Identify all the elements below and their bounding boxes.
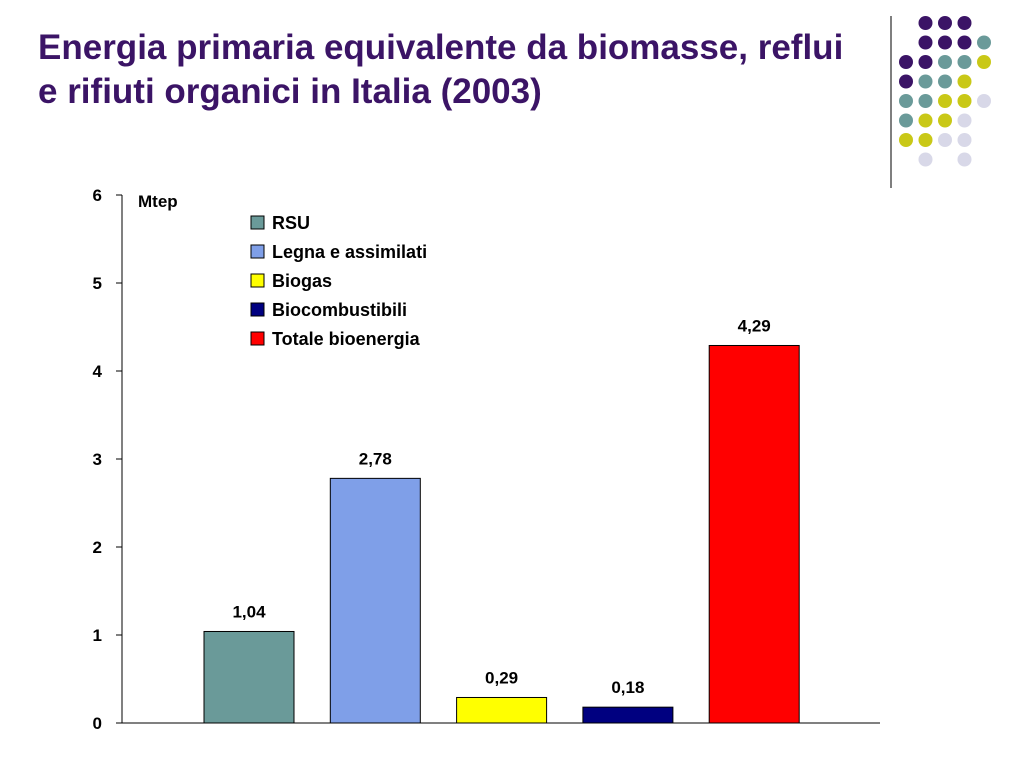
decorative-dot [918,113,933,128]
decorative-dot [938,113,952,128]
unit-label: Mtep [138,192,178,211]
legend: RSU Legna e assimilati Biogas Biocombustibi… [250,213,427,349]
decorative-dot [957,133,972,147]
decorative-dot [938,94,952,108]
bar [456,696,548,724]
decorative-dot [957,55,972,69]
y-tick-label: 0 [93,714,102,733]
data-label: 4,29 [738,316,771,335]
legend-swatch [250,215,265,230]
y-tick-label: 4 [93,362,103,381]
legend-label: RSU [272,213,310,233]
decorative-dot [938,16,952,30]
legend-label: Biogas [272,271,332,291]
legend-label: Totale bioenergia [272,329,421,349]
y-tick-label: 6 [93,186,102,205]
decorative-dot [957,35,972,50]
bar [708,344,800,724]
y-tick-label: 2 [93,538,102,557]
data-label: 1,04 [232,602,266,621]
decorative-dot [938,133,952,147]
decorative-dot [918,152,933,167]
decorative-dot [918,35,933,50]
decorative-dot [957,74,972,89]
data-label: 0,29 [485,668,518,687]
decorative-dot [957,94,972,108]
decorative-dot [899,113,913,128]
decorative-dot [957,113,972,128]
decorative-dot [957,16,972,30]
decorative-dot [977,55,991,69]
decorative-dot [899,94,913,108]
decorative-dot [899,133,913,147]
bar [203,630,295,724]
legend-swatch [250,302,265,317]
y-tick-label: 3 [93,450,102,469]
y-tick-label: 5 [93,274,102,293]
decorative-dot [918,74,933,89]
data-label: 0,18 [611,678,644,697]
bar [329,477,421,724]
legend-swatch [250,331,265,346]
decorative-dot [918,133,933,147]
decorative-dot [938,35,952,50]
legend-label: Biocombustibili [272,300,407,320]
decorative-dot-grid [899,16,991,167]
decorative-dot [918,16,933,30]
decorative-dot [938,55,952,69]
data-label: 2,78 [359,449,392,468]
decorative-dot [918,94,933,108]
decorative-dot [977,35,991,50]
legend-swatch [250,244,265,259]
bar [582,706,674,724]
decorative-dot [957,152,972,167]
decorative-dot [918,55,933,69]
legend-label: Legna e assimilati [272,242,427,262]
title-divider [890,16,892,188]
decorative-dot [938,74,952,89]
slide-title: Energia primaria equivalente da biomasse… [38,28,844,111]
y-tick-label: 1 [93,626,102,645]
decorative-dot [899,55,913,69]
bars: 1,04 2,78 0,29 0,18 4,29 [203,316,800,724]
decorative-dot [977,94,991,108]
decorative-dot [899,74,913,89]
legend-swatch [250,273,265,288]
